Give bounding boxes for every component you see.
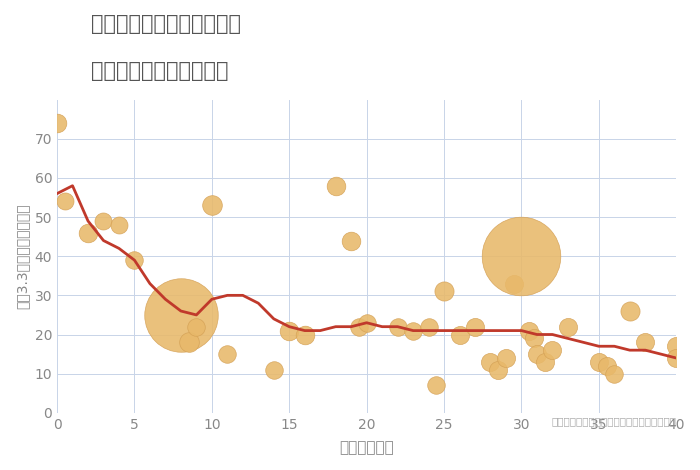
Point <box>206 202 218 209</box>
Point <box>346 237 357 244</box>
Text: 築年数別中古戸建て価格: 築年数別中古戸建て価格 <box>91 61 228 81</box>
Point <box>601 362 612 369</box>
Point <box>671 354 682 362</box>
Point <box>624 307 636 315</box>
Point <box>438 288 449 295</box>
Point <box>562 323 573 330</box>
Point <box>609 370 620 377</box>
Point <box>516 252 527 260</box>
Point <box>528 335 540 342</box>
Point <box>129 256 140 264</box>
Point <box>191 323 202 330</box>
Point <box>51 119 62 127</box>
Text: 兵庫県豊岡市出石町福見の: 兵庫県豊岡市出石町福見の <box>91 14 241 34</box>
Point <box>500 354 512 362</box>
Point <box>330 182 342 189</box>
Point <box>361 319 372 327</box>
Point <box>454 331 465 338</box>
Point <box>430 382 442 389</box>
Point <box>531 350 542 358</box>
Point <box>83 229 94 236</box>
Point <box>299 331 310 338</box>
Point <box>640 338 651 346</box>
Point <box>183 338 194 346</box>
Point <box>508 280 519 287</box>
Point <box>268 366 279 374</box>
Point <box>493 366 504 374</box>
Point <box>671 343 682 350</box>
Point <box>222 350 233 358</box>
Point <box>284 327 295 334</box>
Point <box>60 197 71 205</box>
Point <box>470 323 481 330</box>
Point <box>485 358 496 366</box>
Point <box>547 346 558 354</box>
Point <box>593 358 604 366</box>
Point <box>98 217 109 225</box>
Point <box>407 327 419 334</box>
X-axis label: 築年数（年）: 築年数（年） <box>340 440 394 455</box>
Point <box>392 323 403 330</box>
Point <box>354 323 365 330</box>
Point <box>524 327 535 334</box>
Text: 円の大きさは、取引のあった物件面積を示す: 円の大きさは、取引のあった物件面積を示す <box>551 416 676 426</box>
Point <box>423 323 434 330</box>
Point <box>175 311 186 319</box>
Y-axis label: 坪（3.3㎡）単価（万円）: 坪（3.3㎡）単価（万円） <box>15 204 29 309</box>
Point <box>113 221 125 228</box>
Point <box>539 358 550 366</box>
